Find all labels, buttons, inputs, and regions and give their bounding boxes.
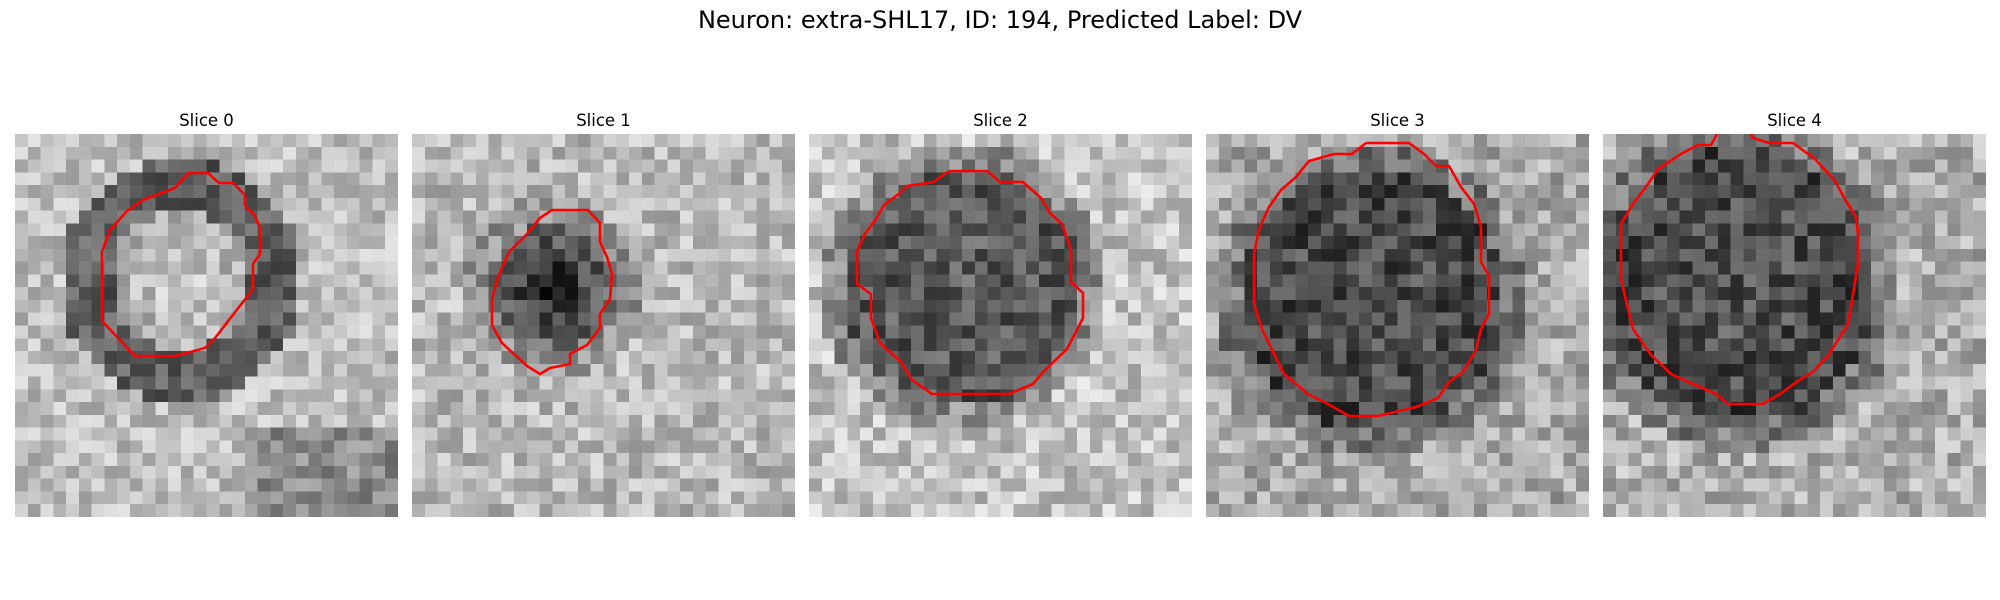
figure-title: Neuron: extra-SHL17, ID: 194, Predicted … xyxy=(697,6,1303,34)
contour-overlay-1 xyxy=(490,208,614,376)
slice-image-2 xyxy=(809,134,1192,517)
slice-title-3: Slice 3 xyxy=(1370,111,1425,130)
grayscale-image-0 xyxy=(15,134,398,517)
slice-title-1: Slice 1 xyxy=(576,111,631,130)
slice-title-0: Slice 0 xyxy=(179,111,234,130)
slice-image-1 xyxy=(412,134,795,517)
slice-panel-1: Slice 1 xyxy=(412,108,795,517)
slice-image-3 xyxy=(1206,134,1589,517)
slice-title-4: Slice 4 xyxy=(1767,111,1822,130)
slice-panel-2: Slice 2 xyxy=(809,108,1192,517)
contour-overlay-2 xyxy=(855,169,1085,396)
neuron-contour-0 xyxy=(100,171,262,358)
contour-overlay-4 xyxy=(1619,134,1860,406)
slice-panel-4: Slice 4 xyxy=(1603,108,1986,517)
neuron-contour-3 xyxy=(1252,141,1491,418)
neuron-contour-1 xyxy=(490,208,614,376)
neuron-contour-2 xyxy=(855,169,1085,396)
grayscale-image-1 xyxy=(412,134,795,517)
grayscale-image-3 xyxy=(1206,134,1589,517)
slice-image-0 xyxy=(15,134,398,517)
slice-title-2: Slice 2 xyxy=(973,111,1028,130)
grayscale-image-4 xyxy=(1603,134,1986,517)
contour-overlay-3 xyxy=(1252,141,1491,418)
neuron-contour-4 xyxy=(1619,134,1860,406)
slice-panel-3: Slice 3 xyxy=(1206,108,1589,517)
contour-overlay-0 xyxy=(100,171,262,358)
slice-image-4 xyxy=(1603,134,1986,517)
slice-panel-0: Slice 0 xyxy=(15,108,398,517)
